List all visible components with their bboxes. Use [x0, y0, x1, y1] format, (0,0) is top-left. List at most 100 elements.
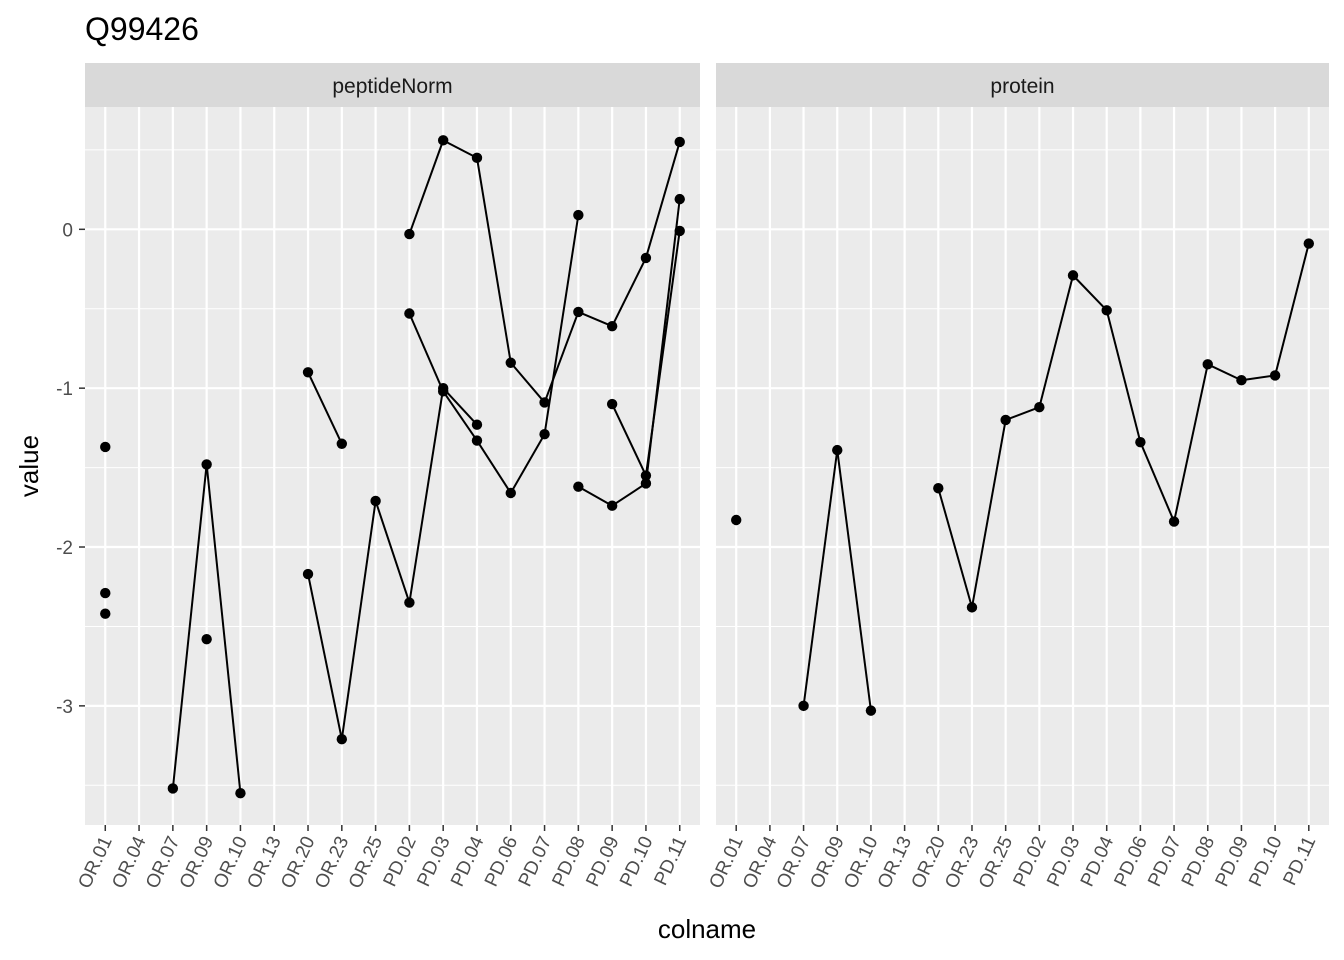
series-line-segment — [408, 313, 445, 392]
data-point — [1067, 270, 1079, 281]
data-point — [1303, 238, 1314, 249]
y-tick-label: -3 — [56, 697, 73, 718]
data-point — [1269, 370, 1281, 381]
series-line-segment — [611, 482, 647, 507]
series-line-segment — [1072, 274, 1108, 312]
data-point — [437, 135, 449, 146]
series-line-segment — [644, 141, 681, 259]
series-line-segment — [1207, 363, 1242, 382]
data-point — [336, 734, 348, 745]
x-axis-title: colname — [658, 914, 756, 944]
panel-protein: proteinOR.01OR.04OR.07OR.09OR.10OR.13OR.… — [705, 63, 1329, 892]
strip-label: protein — [990, 75, 1054, 98]
data-point — [966, 602, 978, 613]
data-point — [1135, 436, 1146, 448]
data-point — [100, 608, 111, 619]
series-line-segment — [1241, 374, 1276, 382]
strip-label: peptideNorm — [332, 75, 452, 98]
data-point — [674, 225, 685, 237]
data-point — [302, 568, 314, 580]
series-5 — [404, 135, 685, 408]
series-line-segment — [442, 390, 478, 442]
data-point — [471, 419, 483, 430]
y-tick-label: 0 — [62, 220, 73, 241]
series-line-segment — [442, 387, 478, 426]
series-line-segment — [1274, 243, 1310, 376]
data-point — [573, 481, 584, 492]
data-point — [471, 435, 483, 446]
data-point — [832, 444, 843, 456]
panels: peptideNormOR.01OR.04OR.07OR.09OR.10OR.1… — [75, 63, 1329, 892]
data-point — [606, 500, 618, 511]
series-line-segment — [1038, 275, 1074, 408]
data-point — [370, 495, 381, 507]
data-point — [674, 193, 685, 205]
series-4 — [404, 209, 584, 499]
series-line-segment — [374, 500, 411, 603]
series-1 — [100, 441, 111, 453]
series-line-segment — [476, 440, 512, 494]
y-axis: -3 -2 -1 0 — [56, 220, 85, 718]
data-point — [573, 306, 584, 318]
data-point — [865, 705, 877, 716]
data-point — [539, 429, 550, 440]
series-line-segment — [543, 311, 580, 403]
data-point — [1101, 305, 1112, 316]
panel-background — [85, 107, 700, 825]
data-point — [798, 700, 809, 712]
data-point — [640, 252, 652, 264]
series-line-segment — [510, 362, 546, 404]
data-point — [100, 441, 111, 453]
data-point — [167, 783, 179, 794]
panel-background — [716, 107, 1329, 825]
data-point — [640, 478, 652, 489]
data-point — [471, 152, 483, 164]
data-point — [1202, 359, 1213, 370]
data-point — [1000, 414, 1011, 426]
data-point — [674, 136, 685, 148]
series-line-segment — [442, 139, 478, 159]
y-tick-label: -2 — [56, 538, 73, 559]
data-point — [1168, 516, 1180, 527]
data-point — [606, 321, 618, 332]
series-line-segment — [509, 433, 546, 494]
y-axis-title: value — [14, 435, 44, 497]
data-point — [336, 438, 348, 449]
x-tick-label: PD.11 — [650, 833, 691, 888]
data-point — [302, 367, 314, 378]
series-line-segment — [408, 388, 445, 603]
data-point — [606, 398, 618, 410]
data-point — [201, 633, 212, 645]
series-line-segment — [577, 485, 613, 507]
data-point — [1236, 375, 1247, 386]
y-tick-label: -1 — [56, 379, 73, 400]
series-line-segment — [1173, 364, 1209, 522]
series-line-segment — [1105, 310, 1142, 443]
series-line-segment — [340, 500, 377, 740]
series-line-segment — [577, 310, 613, 328]
data-point — [404, 308, 415, 319]
strip-background — [716, 63, 1329, 107]
data-point — [235, 788, 246, 799]
series-line-segment — [802, 449, 839, 706]
data-point — [201, 459, 212, 470]
series-line-segment — [1139, 441, 1175, 522]
series-line-segment — [307, 371, 343, 445]
series-6 — [606, 225, 685, 481]
data-point — [404, 228, 415, 240]
series-3 — [100, 193, 685, 745]
data-point — [573, 209, 584, 221]
data-point — [505, 357, 516, 368]
series-line-segment — [644, 230, 681, 476]
data-point — [640, 470, 652, 481]
data-point — [437, 386, 449, 397]
series-line-segment — [475, 157, 512, 363]
series-line-segment — [970, 419, 1007, 608]
strip-background — [85, 63, 700, 107]
panel-peptideNorm: peptideNormOR.01OR.04OR.07OR.09OR.10OR.1… — [75, 63, 700, 892]
series-line-segment — [937, 487, 973, 608]
series-line-segment — [611, 403, 647, 476]
data-point — [100, 587, 111, 599]
data-point — [505, 487, 516, 499]
